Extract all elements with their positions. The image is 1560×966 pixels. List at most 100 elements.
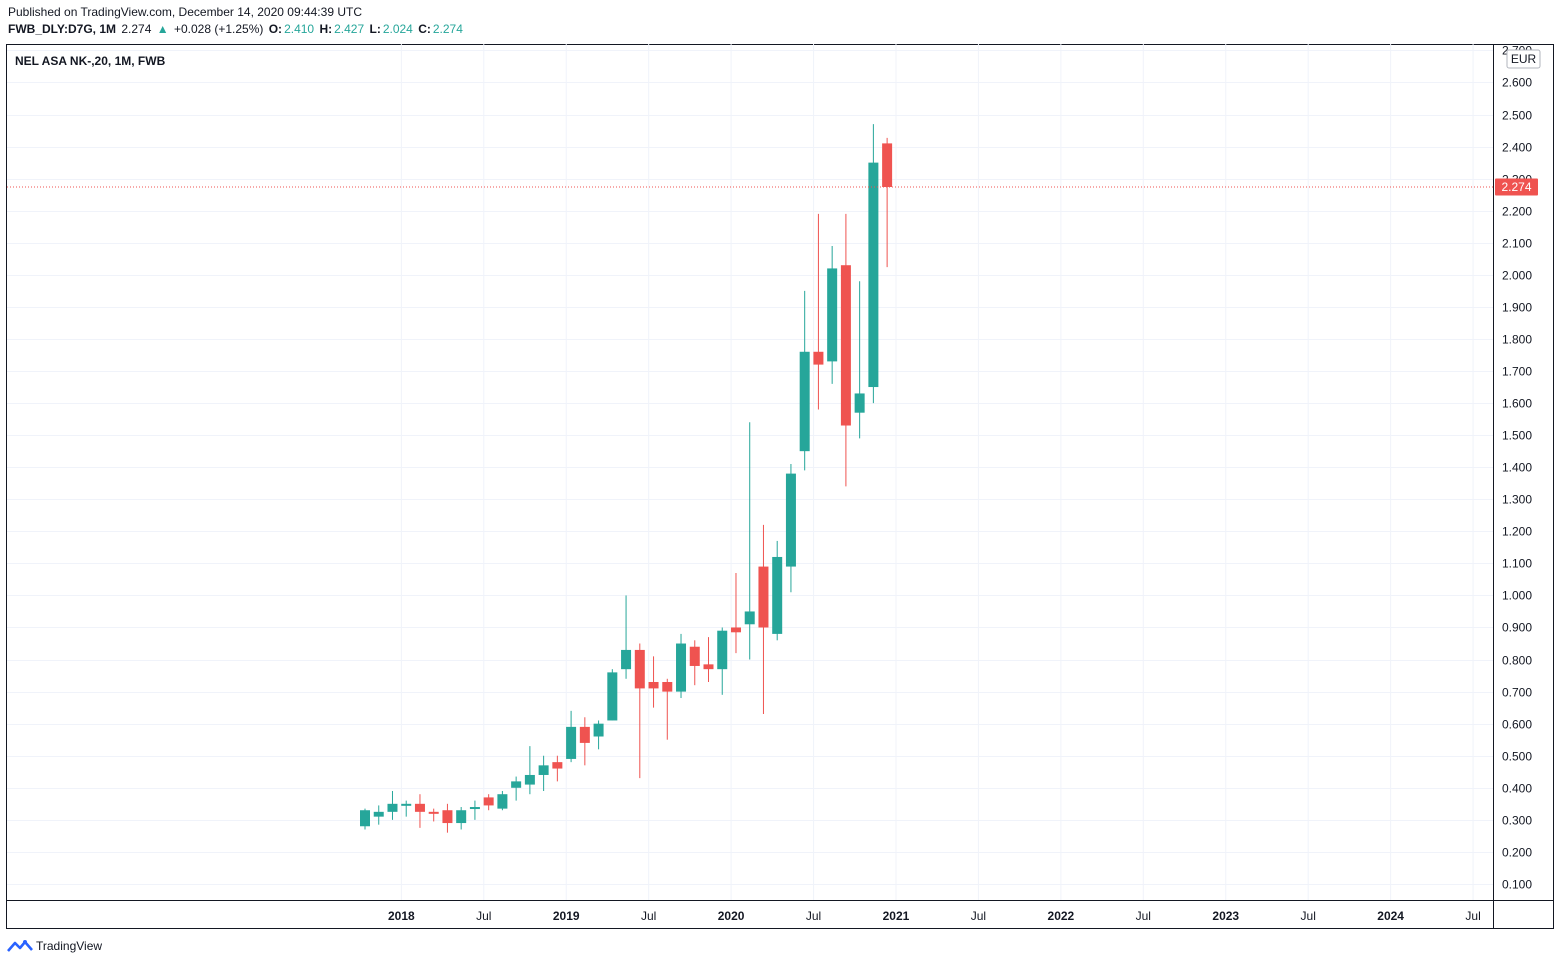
candle-body xyxy=(387,803,398,812)
x-tick-label: 2023 xyxy=(1212,909,1239,923)
x-tick-label: 2022 xyxy=(1048,909,1075,923)
candle-body xyxy=(676,643,687,692)
y-tick-label: 1.800 xyxy=(1502,333,1532,347)
candle-body xyxy=(607,672,618,721)
candle-body xyxy=(566,726,577,759)
candle-body xyxy=(799,351,810,452)
open-label: O: xyxy=(268,22,283,36)
candle-body xyxy=(744,611,755,625)
x-tick-label: Jul xyxy=(476,909,491,923)
x-tick-label: Jul xyxy=(641,909,656,923)
up-arrow-icon: ▲ xyxy=(156,22,169,36)
tradingview-brand: TradingView xyxy=(36,939,103,953)
low-label: L: xyxy=(369,22,381,36)
candle-body xyxy=(772,556,783,634)
x-tick-label: 2019 xyxy=(553,909,580,923)
candle-body xyxy=(648,681,659,689)
x-tick-label: 2020 xyxy=(718,909,745,923)
y-tick-label: 1.600 xyxy=(1502,397,1532,411)
candle-body xyxy=(662,681,673,692)
x-tick-label: Jul xyxy=(1136,909,1151,923)
x-tick-label: Jul xyxy=(971,909,986,923)
candle-body xyxy=(840,265,851,426)
currency-box xyxy=(1506,49,1541,69)
x-tick-label: 2018 xyxy=(388,909,415,923)
candle-body xyxy=(827,268,838,362)
candle-body xyxy=(854,393,865,413)
y-tick-label: 0.500 xyxy=(1502,750,1532,764)
x-axis: 2018 Jul 2019 Jul 2020 Jul 2021 Jul 2022 Jul 2023 J… xyxy=(388,909,1481,923)
y-tick-label: 2.600 xyxy=(1502,76,1532,90)
candle-body xyxy=(868,162,879,388)
candle-body xyxy=(469,807,480,810)
candle-body xyxy=(717,630,728,670)
y-tick-label: 0.600 xyxy=(1502,718,1532,732)
y-tick-label: 1.900 xyxy=(1502,301,1532,315)
published-note: Published on TradingView.com, December 1… xyxy=(8,5,362,19)
ohlc-header: FWB_DLY:D7G, 1M 2.274 ▲ +0.028 (+1.25%) … xyxy=(8,22,465,36)
candle-body xyxy=(813,351,824,365)
y-tick-label: 0.800 xyxy=(1502,654,1532,668)
y-tick-label: 2.400 xyxy=(1502,141,1532,155)
price-badge xyxy=(1495,178,1538,196)
candle-body xyxy=(428,811,439,814)
candle-body xyxy=(703,664,714,670)
candle-body xyxy=(401,803,412,806)
footer: TradingView xyxy=(7,938,102,954)
candle-body xyxy=(456,810,467,824)
y-tick-label: 0.200 xyxy=(1502,846,1532,860)
y-tick-label: 1.300 xyxy=(1502,493,1532,507)
candle-body xyxy=(730,627,741,633)
price-badge-label: 2.274 xyxy=(1501,180,1531,194)
candle-body xyxy=(552,762,563,769)
x-tick-label: 2021 xyxy=(883,909,910,923)
high-value: 2.427 xyxy=(334,22,365,36)
candle-body xyxy=(538,765,549,775)
candle-body xyxy=(511,781,522,788)
y-tick-label: 0.900 xyxy=(1502,621,1532,635)
x-tick-label: Jul xyxy=(1301,909,1316,923)
y-tick-label: 2.000 xyxy=(1502,269,1532,283)
tradingview-logo-icon xyxy=(7,940,33,952)
candle-body xyxy=(497,794,508,809)
y-tick-label: 0.300 xyxy=(1502,814,1532,828)
y-tick-label: 1.000 xyxy=(1502,589,1532,603)
candle-body xyxy=(483,797,494,806)
candle-body xyxy=(621,649,632,670)
candle-body xyxy=(414,803,425,812)
candle-body xyxy=(634,649,645,689)
y-tick-label: 0.700 xyxy=(1502,686,1532,700)
currency-label[interactable]: EUR xyxy=(1511,52,1537,66)
symbol-label: FWB_DLY:D7G, 1M xyxy=(8,22,117,36)
candle-body xyxy=(524,774,535,785)
y-tick-label: 1.700 xyxy=(1502,365,1532,379)
low-value: 2.024 xyxy=(382,22,413,36)
candle-body xyxy=(373,811,384,817)
candle-body xyxy=(882,143,893,187)
y-tick-label: 2.200 xyxy=(1502,205,1532,219)
chart-frame[interactable] xyxy=(6,44,1554,929)
y-tick-label: 2.100 xyxy=(1502,237,1532,251)
y-tick-label: 1.500 xyxy=(1502,429,1532,443)
y-tick-label: 0.400 xyxy=(1502,782,1532,796)
close-label: C: xyxy=(418,22,431,36)
high-label: H: xyxy=(319,22,333,36)
candles xyxy=(360,124,893,833)
candle-body xyxy=(689,646,700,666)
close-value: 2.274 xyxy=(432,22,463,36)
x-tick-label: Jul xyxy=(806,909,821,923)
y-tick-label: 1.200 xyxy=(1502,525,1532,539)
candle-body xyxy=(360,810,370,827)
candle-body xyxy=(579,726,590,743)
chart-legend-title: NEL ASA NK-,20, 1M, FWB xyxy=(15,54,166,68)
y-axis: 0.100 0.200 0.300 0.400 0.500 0.600 0.700 0.800… xyxy=(1502,44,1532,892)
y-tick-label: 0.100 xyxy=(1502,878,1532,892)
last-price: 2.274 xyxy=(121,22,152,36)
y-tick-label: 1.400 xyxy=(1502,461,1532,475)
open-value: 2.410 xyxy=(284,22,315,36)
candle-body xyxy=(758,566,769,628)
x-tick-label: 2024 xyxy=(1377,909,1404,923)
y-tick-label: 1.100 xyxy=(1502,557,1532,571)
price-change: +0.028 (+1.25%) xyxy=(173,22,264,36)
